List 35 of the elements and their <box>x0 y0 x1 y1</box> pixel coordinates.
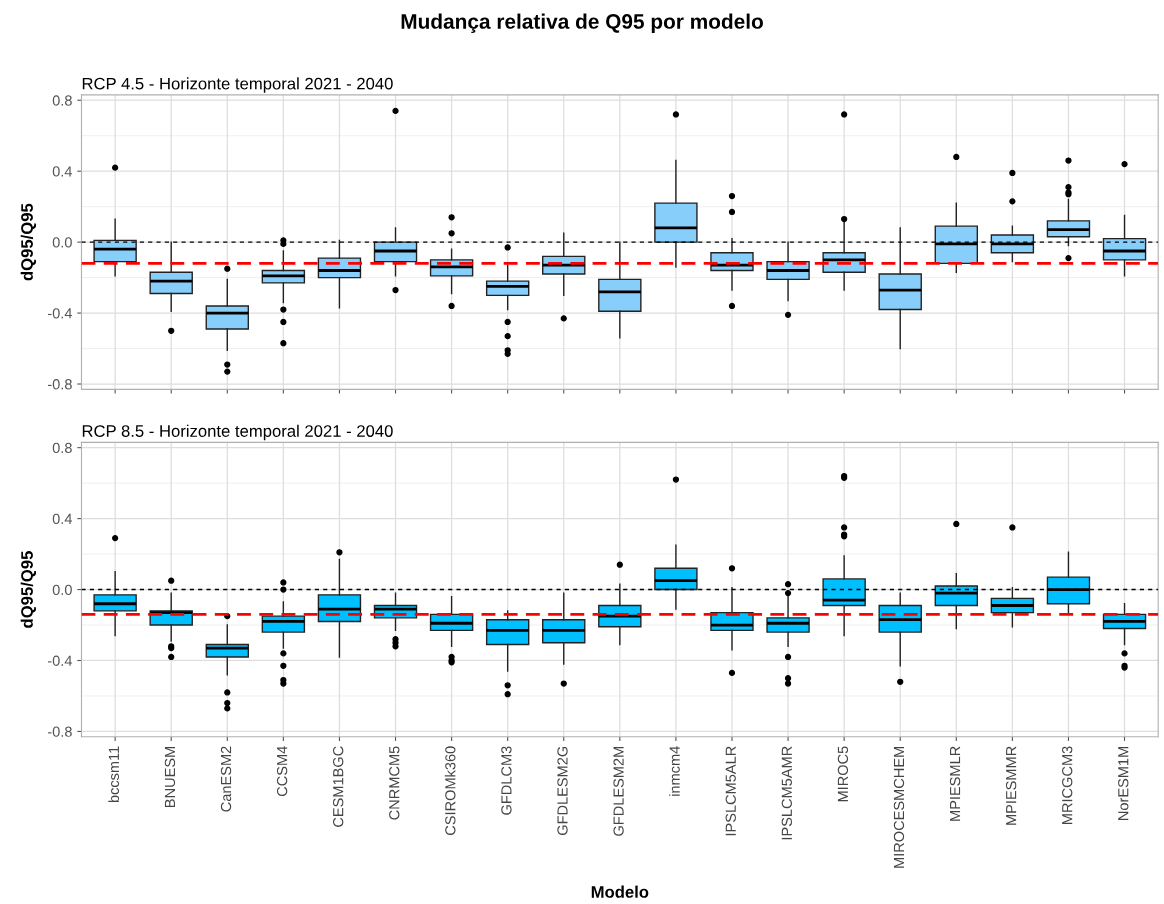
x-tick-label: CESM1BGC <box>333 746 344 827</box>
x-tick-label: inmcm4 <box>669 746 680 796</box>
x-tick-label: NorESM1M <box>1118 746 1129 820</box>
y-tick-label: -0.8 <box>47 726 72 737</box>
y-tick-label: 0.8 <box>52 95 72 106</box>
x-tick-label: CanESM2 <box>220 746 232 812</box>
x-tick-label: bccsm11 <box>108 746 120 803</box>
y-tick-label: 0.4 <box>52 166 73 177</box>
y-tick-label: -0.4 <box>47 655 73 666</box>
chart-subtitle: RCP 8.5 - Horizonte temporal 2021 - 2040 <box>82 424 393 441</box>
x-tick-label: IPSLCM5AMR <box>781 746 792 840</box>
x-tick-label: CCSM4 <box>276 746 288 797</box>
y-tick-label: -0.8 <box>47 379 72 390</box>
x-tick-label: GFDLCM3 <box>501 746 512 815</box>
x-tick-label: MPIESMMR <box>1005 746 1017 825</box>
y-tick-label: 0.4 <box>52 513 73 525</box>
y-axis-title: dQ95/Q95 <box>20 203 37 281</box>
x-tick-label: MIROC5 <box>837 746 849 802</box>
x-axis-title: Modelo <box>591 885 649 898</box>
x-tick-label: MRICGCM3 <box>1062 746 1073 824</box>
x-tick-label: IPSLCM5ALR <box>725 746 736 836</box>
y-tick-label: 0.0 <box>52 237 72 248</box>
x-tick-label: MIROCESMCHEM <box>893 746 905 868</box>
y-axis-title: dQ95/Q95 <box>20 551 37 628</box>
x-tick-label: MPIESMLR <box>949 746 961 821</box>
chart-subtitle: RCP 4.5 - Horizonte temporal 2021 - 2040 <box>82 77 393 93</box>
chart-title: Mudança relativa de Q95 por modelo <box>401 13 763 33</box>
x-tick-label: GFDLESM2G <box>557 746 568 835</box>
x-tick-label: CSIROMk360 <box>444 746 456 835</box>
x-tick-label: CNRMCM5 <box>389 746 400 820</box>
x-tick-label: GFDLESM2M <box>613 746 624 836</box>
x-tick-label: BNUESM <box>164 746 176 807</box>
y-tick-label: -0.4 <box>47 308 73 319</box>
y-tick-label: 0.0 <box>52 584 72 595</box>
y-tick-label: 0.8 <box>52 442 72 454</box>
